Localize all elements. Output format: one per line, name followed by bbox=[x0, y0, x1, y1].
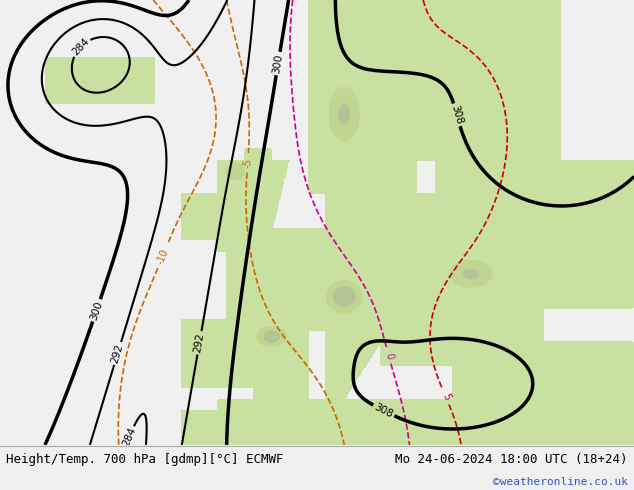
Text: 5: 5 bbox=[440, 392, 451, 402]
Text: 308: 308 bbox=[373, 402, 395, 419]
Text: 300: 300 bbox=[89, 299, 105, 321]
Text: 284: 284 bbox=[120, 426, 138, 448]
Text: Mo 24-06-2024 18:00 UTC (18+24): Mo 24-06-2024 18:00 UTC (18+24) bbox=[395, 453, 628, 466]
Text: -10: -10 bbox=[155, 247, 171, 266]
Text: 300: 300 bbox=[271, 53, 285, 74]
Text: ©weatheronline.co.uk: ©weatheronline.co.uk bbox=[493, 477, 628, 487]
Text: 284: 284 bbox=[70, 36, 91, 57]
Text: Height/Temp. 700 hPa [gdmp][°C] ECMWF: Height/Temp. 700 hPa [gdmp][°C] ECMWF bbox=[6, 453, 284, 466]
Text: -5: -5 bbox=[242, 158, 253, 168]
Text: 308: 308 bbox=[450, 104, 464, 126]
Text: 292: 292 bbox=[193, 332, 206, 353]
Text: 292: 292 bbox=[110, 343, 126, 365]
Text: 0: 0 bbox=[383, 352, 394, 360]
